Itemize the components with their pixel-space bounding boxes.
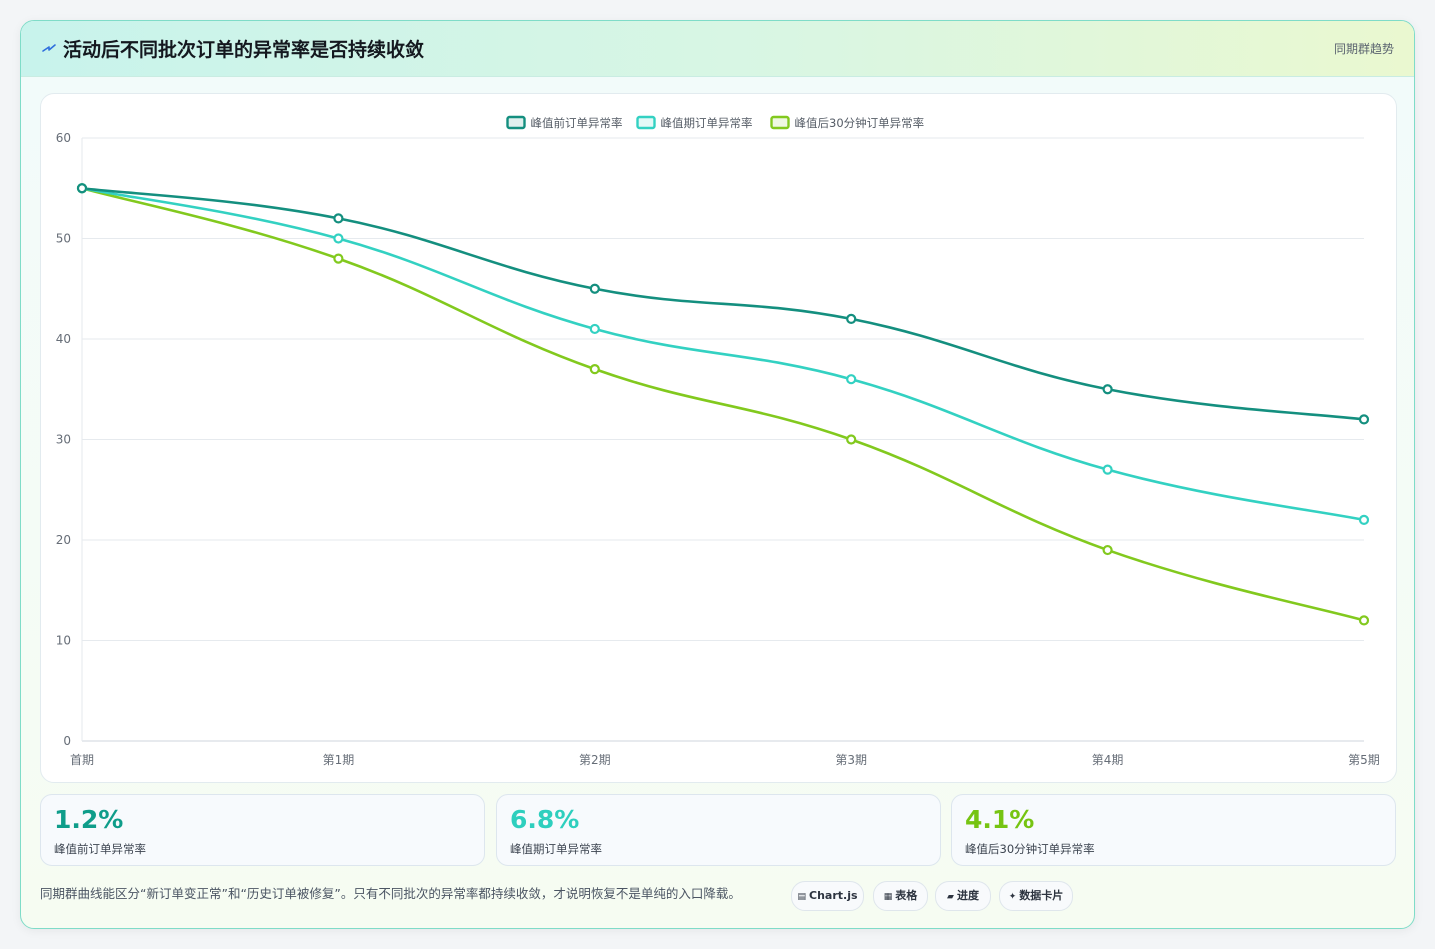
data-point (1358, 615, 1370, 626)
x-tick-label: 第2期 (579, 753, 611, 767)
data-point (333, 213, 344, 224)
stat-value: 1.2% (54, 805, 124, 834)
stat-card: 6.8% 峰值期订单异常率 (496, 794, 941, 866)
card-tag: 同期群趋势 (1333, 42, 1394, 56)
data-point (589, 323, 600, 335)
pill-progress[interactable]: ▰ 进度 (935, 881, 991, 911)
y-tick-label: 50 (56, 232, 71, 246)
data-point (846, 434, 857, 445)
data-point (589, 364, 600, 375)
pill-chartjs[interactable]: ▤ Chart.js (791, 881, 864, 911)
data-point (589, 283, 600, 294)
data-point (1358, 414, 1370, 425)
legend-label: 峰值后30分钟订单异常率 (795, 116, 925, 130)
card-title: 活动后不同批次订单的异常率是否持续收敛 (63, 39, 425, 61)
pill-label: 表格 (895, 889, 918, 902)
data-point (846, 313, 857, 324)
stat-value: 4.1% (965, 805, 1035, 834)
legend-swatch (636, 115, 656, 130)
x-tick-label: 第4期 (1092, 753, 1124, 767)
legend-swatch (506, 115, 526, 130)
chart-panel: 0 10 20 30 40 50 60 首期 第1期 第2期 第3期 第4期 第5期 峰值前订单异常率 峰值… (40, 93, 1397, 783)
pill-table[interactable]: ▦ 表格 (873, 881, 928, 911)
y-tick-label: 40 (56, 332, 71, 346)
data-point (76, 183, 88, 194)
stat-card: 4.1% 峰值后30分钟订单异常率 (951, 794, 1396, 866)
y-tick-label: 10 (56, 634, 71, 648)
data-point (333, 233, 344, 244)
stat-cards: 1.2% 峰值前订单异常率 6.8% 峰值期订单异常率 4.1% 峰值后30分钟… (40, 794, 1397, 866)
pill-label: 数据卡片 (1019, 889, 1064, 902)
series-line (80, 186, 1366, 522)
legend-label: 峰值期订单异常率 (661, 116, 753, 130)
pill-datacard[interactable]: ✦ 数据卡片 (999, 881, 1073, 911)
y-tick-label: 20 (56, 533, 71, 547)
pill-label: Chart.js (809, 889, 858, 902)
progress-icon: ▰ (947, 892, 954, 902)
stat-card: 1.2% 峰值前订单异常率 (40, 794, 485, 866)
lightning-icon (42, 44, 56, 52)
y-tick-label: 60 (56, 131, 71, 145)
stat-label: 峰值后30分钟订单异常率 (965, 842, 1095, 856)
data-point (1102, 544, 1113, 556)
legend-label: 峰值前订单异常率 (531, 116, 623, 130)
y-tick-label: 0 (63, 734, 71, 748)
data-point (1102, 384, 1113, 395)
stat-label: 峰值期订单异常率 (510, 842, 602, 856)
series-line (80, 186, 1366, 421)
data-point (333, 253, 344, 264)
series-line (80, 186, 1366, 622)
x-tick-label: 第3期 (835, 753, 867, 767)
data-point (1102, 464, 1113, 475)
line-chart: 0 10 20 30 40 50 60 首期 第1期 第2期 第3期 第4期 第5期 峰值前订单异常率 峰值… (56, 115, 1380, 767)
card-header: 活动后不同批次订单的异常率是否持续收敛 同期群趋势 (21, 21, 1414, 77)
x-tick-label: 首期 (70, 753, 94, 767)
y-tick-label: 30 (56, 433, 71, 447)
chart-icon: ▤ (797, 892, 806, 902)
pill-label: 进度 (956, 889, 979, 902)
legend-swatch (770, 115, 790, 130)
x-tick-label: 第1期 (323, 753, 355, 767)
chart-card: 活动后不同批次订单的异常率是否持续收敛 同期群趋势 0 10 20 30 40 50 60 首… (20, 20, 1415, 929)
stat-value: 6.8% (510, 805, 580, 834)
table-icon: ▦ (883, 892, 893, 902)
sparkle-icon: ✦ (1008, 892, 1017, 902)
data-point (846, 374, 857, 385)
footnote: 同期群曲线能区分“新订单变正常”和“历史订单被修复”。只有不同批次的异常率都持续… (40, 886, 741, 901)
stat-label: 峰值前订单异常率 (54, 842, 146, 856)
x-tick-label: 第5期 (1348, 753, 1380, 767)
data-point (1358, 514, 1370, 525)
